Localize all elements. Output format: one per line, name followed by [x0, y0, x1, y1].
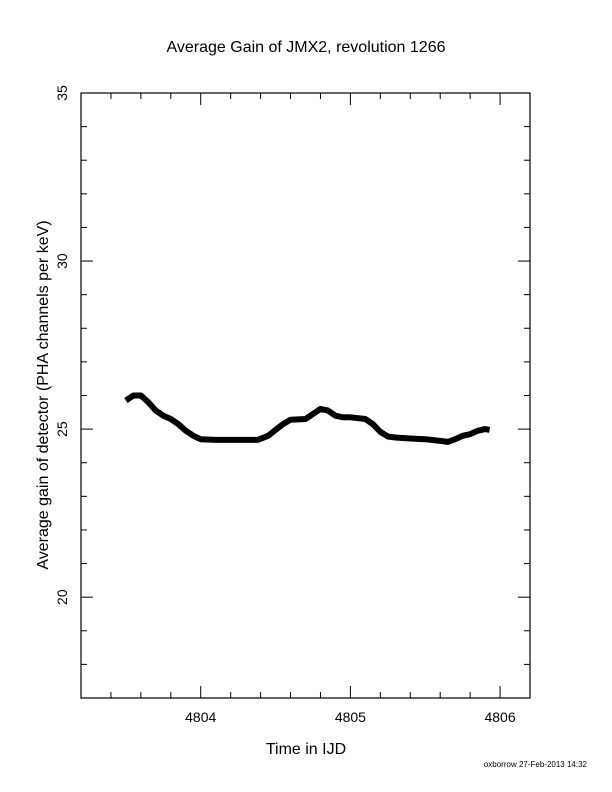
footer-credit: oxborrow 27-Feb-2013 14:32	[484, 760, 588, 769]
x-tick-label: 4805	[335, 709, 366, 725]
series-group	[124, 392, 491, 445]
x-tick-label: 4804	[185, 709, 216, 725]
y-tick-label: 25	[54, 421, 70, 437]
y-axis-ticks: 20 25 30 35	[54, 85, 530, 699]
y-axis-label: Average gain of detector (PHA channels p…	[35, 220, 52, 569]
x-axis-label: Time in IJD	[266, 741, 346, 758]
y-tick-label: 30	[54, 253, 70, 269]
plot-frame	[80, 92, 531, 699]
y-tick-label: 35	[54, 85, 70, 101]
series-line	[124, 392, 491, 445]
x-tick-label: 4806	[484, 709, 515, 725]
x-axis-ticks: 4804 4805 4806	[80, 93, 531, 725]
chart-title: Average Gain of JMX2, revolution 1266	[167, 39, 446, 56]
y-tick-label: 20	[54, 589, 70, 605]
